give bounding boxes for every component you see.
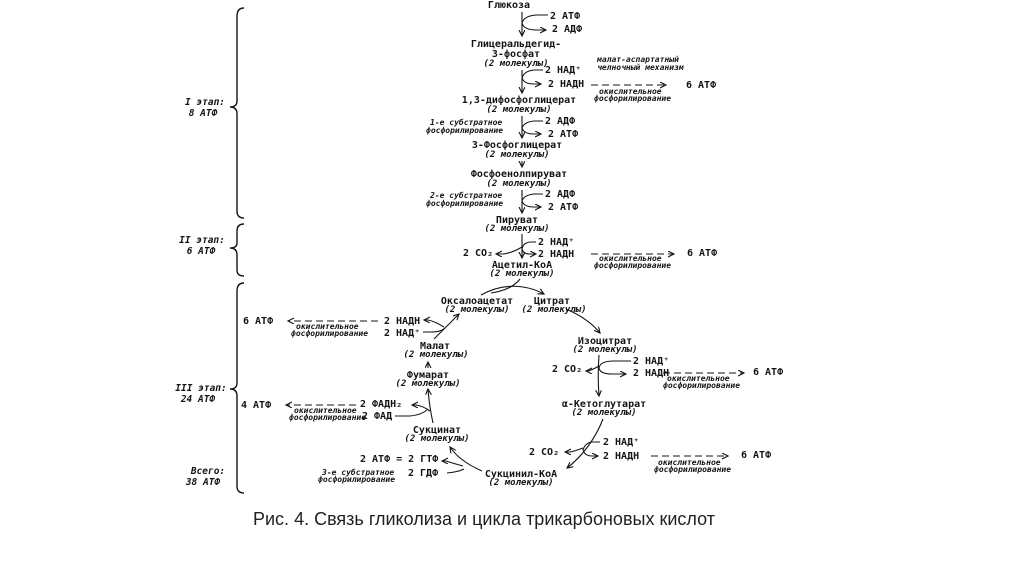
atp-yield-shuttle: 6 АТФ (686, 80, 717, 91)
annotation-substrate-phos-3-line2: фосфорилирование (318, 475, 396, 484)
annotation-oxphos-a-line2: фосфорилирование (594, 94, 672, 103)
annotation-oxphos-d-line2: фосфорилирование (663, 381, 741, 390)
cofactor-fad-succinate-step: 2 ФАД (362, 411, 393, 422)
cofactor-nadh-pyruvate-step: 2 НАДН (538, 249, 575, 260)
cofactor-nadh-gap-step: 2 НАДН (548, 79, 585, 90)
stage-braces (229, 7, 245, 494)
total-label: Всего: (190, 466, 226, 477)
stage-1-atp: 8 АТФ (188, 108, 218, 119)
annotation-oxphos-d-line1: окислительное (667, 374, 730, 383)
qty-malate: (2 молекулы) (403, 350, 469, 360)
qty-citrate: (2 молекулы) (521, 305, 587, 315)
annotation-oxphos-a-line1: окислительное (599, 87, 662, 96)
annotation-oxphos-c-line1: окислительное (296, 322, 359, 331)
qty-pep: (2 молекулы) (486, 179, 552, 189)
annotation-substrate-phos-3-line1: 3-е субстратное (322, 468, 395, 477)
annotation-oxphos-e-line2: фосфорилирование (654, 465, 732, 474)
cofactor-fadh2-succinate-step: 2 ФАДН₂ (360, 399, 403, 410)
brace-stage-3 (229, 282, 245, 494)
metabolite-fumarate: Фумарат (406, 370, 450, 381)
cofactor-adp-glucose-step: 2 АДФ (552, 24, 583, 35)
total-atp: 38 АТФ (185, 477, 221, 488)
cofactor-nad-akg-step: 2 НАД⁺ (603, 437, 640, 448)
cofactor-nadh-akg-step: 2 НАДН (603, 451, 640, 462)
metabolite-bpg: 1,3-дифосфоглицерат (461, 95, 577, 106)
stage-2-atp: 6 АТФ (186, 246, 216, 257)
metabolite-isocitrate: Изоцитрат (577, 336, 633, 347)
stage-2-label: II этап: (179, 235, 225, 246)
metabolite-gap-line2: 3-фосфат (491, 49, 541, 60)
qty-succinate: (2 молекулы) (404, 434, 470, 444)
annotation-oxphos-b-line2: фосфорилирование (594, 261, 672, 270)
brace-stage-1 (229, 7, 245, 219)
co2-akg-step: 2 СО₂ (529, 447, 560, 458)
stage-1-label: I этап: (184, 97, 226, 108)
qty-acetyl-coa: (2 молекулы) (489, 269, 555, 279)
annotation-substrate-phos-2-line2: фосфорилирование (426, 199, 504, 208)
cofactor-nad-gap-step: 2 НАД⁺ (545, 65, 582, 76)
qty-gap: (2 молекулы) (483, 59, 549, 69)
atp-yield-succinate-step: 4 АТФ (241, 400, 272, 411)
glycolysis-arrows (496, 12, 548, 258)
cycle-arrows (395, 278, 631, 474)
cofactor-adp-pep-step: 2 АДФ (545, 189, 576, 200)
brace-stage-2 (229, 223, 245, 277)
metabolite-pyruvate: Пируват (495, 215, 539, 226)
annotation-substrate-phos-1-line2: фосфорилирование (426, 126, 504, 135)
atp-yield-pyruvate-step: 6 АТФ (687, 248, 718, 259)
annotation-oxphos-f-line1: окислительное (294, 406, 357, 415)
annotation-malate-shuttle-line1: малат-аспартатный (597, 55, 679, 64)
metabolite-malate: Малат (419, 341, 451, 352)
qty-bpg: (2 молекулы) (486, 105, 552, 115)
cofactor-nad-malate-step: 2 НАД⁺ (384, 328, 421, 339)
metabolite-acetyl-coa: Ацетил-КоА (491, 260, 553, 271)
qty-pg3: (2 молекулы) (484, 150, 550, 160)
figure-caption: Рис. 4. Связь гликолиза и цикла трикарбо… (253, 509, 715, 529)
annotation-malate-shuttle-line2: челночный механизм (597, 63, 684, 72)
cofactor-nadh-isocitrate-step: 2 НАДН (633, 368, 670, 379)
cofactor-gtp-succinyl-step: 2 АТФ = 2 ГТФ (360, 454, 439, 465)
annotation-oxphos-c-line2: фосфорилирование (291, 329, 369, 338)
cofactor-nad-pyruvate-step: 2 НАД⁺ (538, 237, 575, 248)
qty-fumarate: (2 молекулы) (395, 379, 461, 389)
cofactor-atp-pep-step: 2 АТФ (548, 202, 579, 213)
annotation-substrate-phos-2-line1: 2-е субстратное (430, 191, 503, 200)
cofactor-atp-glucose-step: 2 АТФ (550, 11, 581, 22)
qty-succinyl-coa: (2 молекулы) (488, 478, 554, 488)
cofactor-gdp-succinyl-step: 2 ГДФ (408, 468, 439, 479)
metabolite-oxaloacetate: Оксалоацетат (440, 296, 514, 307)
metabolite-pg3: 3-Фосфоглицерат (471, 140, 563, 151)
atp-yield-isocitrate-step: 6 АТФ (753, 367, 784, 378)
atp-yield-malate-step: 6 АТФ (243, 316, 274, 327)
co2-isocitrate-step: 2 СО₂ (552, 364, 583, 375)
qty-isocitrate: (2 молекулы) (572, 345, 638, 355)
cofactor-nadh-malate-step: 2 НАДН (384, 316, 421, 327)
cofactor-nad-isocitrate-step: 2 НАД⁺ (633, 356, 670, 367)
metabolite-glucose: Глюкоза (487, 0, 531, 11)
metabolite-succinyl-coa: Сукцинил-КоА (484, 469, 558, 480)
qty-oxaloacetate: (2 молекулы) (444, 305, 510, 315)
qty-alpha-ketoglutarate: (2 молекулы) (571, 408, 637, 418)
stage-3-label: III этап: (175, 383, 227, 394)
annotation-oxphos-b-line1: окислительное (599, 254, 662, 263)
metabolite-alpha-ketoglutarate: α-Кетоглутарат (561, 399, 647, 410)
cofactor-atp-bpg-step: 2 АТФ (548, 129, 579, 140)
co2-pyruvate-step: 2 СО₂ (463, 248, 494, 259)
metabolite-citrate: Цитрат (533, 296, 571, 307)
oxphos-dashed-arrows (286, 85, 744, 456)
cofactor-adp-bpg-step: 2 АДФ (545, 116, 576, 127)
stage-3-atp: 24 АТФ (180, 394, 216, 405)
annotation-substrate-phos-1-line1: 1-е субстратное (430, 118, 503, 127)
qty-pyruvate: (2 молекулы) (484, 224, 550, 234)
annotation-oxphos-e-line1: окислительное (658, 458, 721, 467)
annotation-oxphos-f-line2: фосфорилирование (289, 413, 367, 422)
atp-yield-akg-step: 6 АТФ (741, 450, 772, 461)
metabolite-pep: Фосфоенолпируват (470, 169, 568, 180)
metabolite-gap-line1: Глицеральдегид- (470, 39, 562, 50)
metabolite-succinate: Сукцинат (412, 425, 462, 436)
